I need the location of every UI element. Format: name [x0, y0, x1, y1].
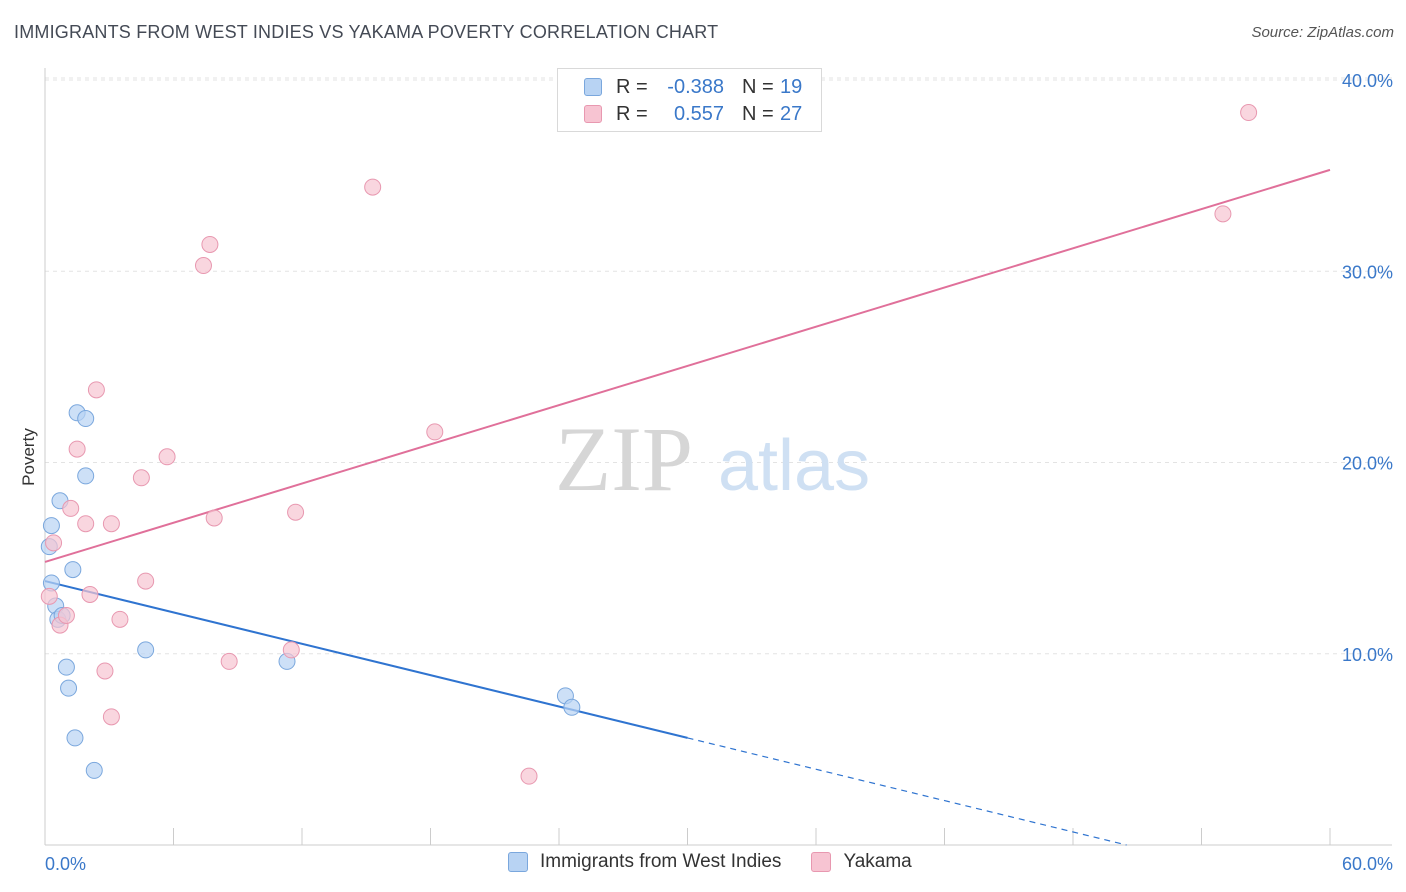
point-yakama: [201, 235, 219, 253]
point-yakama: [77, 515, 95, 533]
point-yakama: [102, 708, 120, 726]
point-west-indies: [57, 658, 75, 676]
watermark: ZIP atlas: [555, 408, 870, 510]
point-west-indies: [77, 410, 95, 428]
legend-swatch-pink: [811, 852, 832, 872]
point-yakama: [364, 178, 382, 196]
legend-swatch-blue: [508, 852, 528, 872]
legend-item-west-indies[interactable]: Immigrants from West Indies: [508, 851, 781, 873]
legend-row-west-indies: R = -0.388 N = 19: [584, 74, 802, 100]
chart-title: IMMIGRANTS FROM WEST INDIES VS YAKAMA PO…: [14, 22, 719, 42]
legend-item-yakama[interactable]: Yakama: [811, 851, 912, 873]
source-label: Source: ZipAtlas.com: [1251, 24, 1394, 41]
point-yakama: [102, 515, 120, 533]
point-yakama: [57, 607, 75, 624]
tick-labels: 10.0% 20.0% 30.0% 40.0% 0.0% 60.0%: [45, 71, 1393, 874]
point-west-indies: [85, 761, 103, 779]
point-yakama: [205, 509, 223, 527]
n-label: N =: [742, 102, 774, 125]
trend-line-yakama: [44, 168, 1331, 563]
trend-line-west-indies-extension: [687, 737, 1127, 846]
point-west-indies: [42, 517, 60, 535]
legend-row-yakama: R = 0.557 N = 27: [584, 101, 802, 127]
point-yakama: [1214, 205, 1232, 223]
point-yakama: [220, 652, 238, 670]
point-yakama: [287, 503, 305, 521]
trend-lines: [44, 168, 1331, 846]
y-tick-label: 20.0%: [1342, 454, 1393, 474]
point-west-indies: [60, 679, 78, 697]
y-tick-label: 30.0%: [1342, 262, 1393, 282]
x-tick-label: 0.0%: [45, 854, 86, 874]
axes: [44, 68, 1392, 846]
point-yakama: [520, 767, 538, 785]
y-tick-label: 40.0%: [1342, 71, 1393, 91]
r-value: 0.557: [673, 102, 724, 125]
legend-label: Immigrants from West Indies: [540, 851, 782, 872]
point-yakama: [62, 499, 80, 517]
point-yakama: [1240, 104, 1258, 122]
point-yakama: [426, 423, 444, 441]
point-west-indies: [66, 729, 84, 747]
r-label: R =: [616, 75, 648, 98]
point-yakama: [68, 440, 86, 458]
point-yakama: [158, 448, 176, 466]
point-yakama: [87, 381, 105, 399]
trend-line-west-indies: [44, 580, 688, 739]
point-yakama: [81, 585, 99, 603]
point-yakama: [96, 662, 114, 680]
legend-label: Yakama: [843, 851, 912, 872]
n-label: N =: [742, 75, 774, 98]
gridlines: [45, 77, 1392, 655]
r-value: -0.388: [667, 75, 724, 98]
series-legend: Immigrants from West Indies Yakama: [508, 851, 942, 873]
point-yakama: [111, 610, 129, 628]
point-west-indies: [137, 641, 155, 659]
point-yakama: [194, 257, 212, 275]
point-yakama: [45, 534, 63, 552]
correlation-legend: R = -0.388 N = 19 R = 0.557 N = 27: [557, 68, 822, 132]
watermark-atlas: atlas: [718, 426, 870, 506]
point-west-indies: [64, 561, 82, 579]
n-value: 27: [780, 102, 803, 125]
point-yakama: [40, 587, 58, 605]
data-points: [40, 104, 1258, 785]
n-value: 19: [780, 75, 803, 98]
r-label: R =: [616, 102, 648, 125]
x-tick-label: 60.0%: [1342, 854, 1393, 874]
legend-swatch-pink: [584, 105, 602, 123]
point-west-indies: [77, 467, 95, 485]
y-tick-label: 10.0%: [1342, 645, 1393, 665]
point-yakama: [132, 469, 150, 487]
point-yakama: [137, 572, 155, 590]
legend-swatch-blue: [584, 78, 602, 96]
watermark-zip: ZIP: [555, 408, 693, 510]
y-axis-label: Poverty: [19, 428, 38, 486]
point-yakama: [282, 641, 300, 659]
point-west-indies: [563, 698, 581, 716]
